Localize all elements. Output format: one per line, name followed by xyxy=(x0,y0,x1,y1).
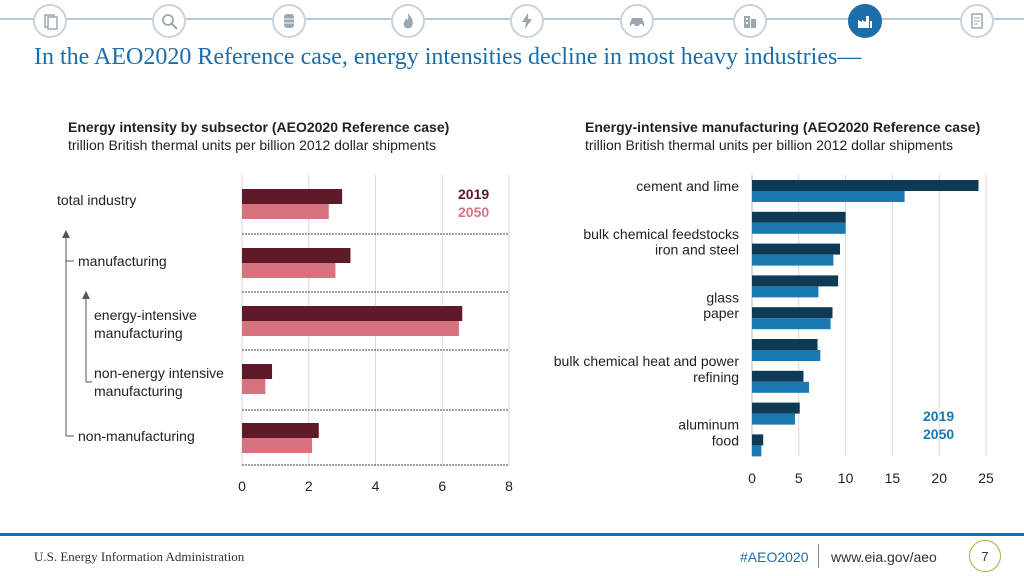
hierarchy-arrow xyxy=(62,230,70,238)
right-bar-2050 xyxy=(752,254,834,266)
right-x-tick-label: 20 xyxy=(931,470,947,486)
right-bar-2019 xyxy=(752,370,804,382)
right-x-tick-label: 15 xyxy=(885,470,901,486)
left-x-tick-label: 6 xyxy=(438,478,446,494)
right-chart-title: Energy-intensive manufacturing (AEO2020 … xyxy=(585,119,981,135)
right-bar-2050 xyxy=(752,191,905,202)
left-bar-2050 xyxy=(242,204,329,219)
left-bar-2019 xyxy=(242,248,351,263)
right-category-label: food xyxy=(712,432,739,448)
right-bar-2050 xyxy=(752,350,821,361)
left-bar-2019 xyxy=(242,423,319,438)
factory-icon[interactable] xyxy=(848,4,882,38)
right-legend-2050: 2050 xyxy=(923,426,954,442)
right-category-label: cement and lime xyxy=(636,178,739,194)
right-bar-2050 xyxy=(752,286,819,298)
left-bar-2050 xyxy=(242,438,313,453)
left-bar-2050 xyxy=(242,321,459,336)
left-chart: 0 2 4 6 8 total industry manufacturing energy-i… xyxy=(57,175,513,494)
right-bar-2019 xyxy=(752,307,833,319)
right-bar-2019 xyxy=(752,434,764,446)
car-icon[interactable] xyxy=(620,4,654,38)
right-category-label: bulk chemical feedstocks xyxy=(583,226,739,242)
footer-rule xyxy=(0,533,1024,536)
right-bar-2050 xyxy=(752,318,831,330)
right-category-label: paper xyxy=(703,305,739,321)
right-bar-2050 xyxy=(752,381,810,393)
left-bar-2050 xyxy=(242,379,266,394)
hierarchy-arrow xyxy=(82,291,90,299)
left-category-label: energy-intensive manufacturing xyxy=(94,307,197,341)
report-icon[interactable] xyxy=(960,4,994,38)
left-chart-subtitle: trillion British thermal units per billi… xyxy=(68,137,437,153)
right-category-label: aluminum xyxy=(678,417,739,433)
right-bar-2019 xyxy=(752,211,846,223)
right-category-label: glass xyxy=(706,289,739,305)
right-category-label: bulk chemical heat and power xyxy=(554,353,740,369)
left-category-label: total industry xyxy=(57,192,136,208)
buildings-icon[interactable] xyxy=(733,4,767,38)
left-x-tick-label: 4 xyxy=(372,478,380,494)
right-x-tick-label: 0 xyxy=(748,470,756,486)
lightning-icon[interactable] xyxy=(510,4,544,38)
left-chart-title: Energy intensity by subsector (AEO2020 R… xyxy=(68,119,450,135)
left-legend-2050: 2050 xyxy=(458,204,489,220)
left-category-label: non-energy intensive manufacturing xyxy=(94,365,224,399)
documents-icon[interactable] xyxy=(33,4,67,38)
footer-source: U.S. Energy Information Administration xyxy=(34,549,245,564)
right-bar-2050 xyxy=(752,445,762,457)
right-bar-2019 xyxy=(752,243,840,255)
right-chart: 0 5 10 15 20 25 cement and lime bulk chemical f… xyxy=(554,175,994,486)
left-legend-2019: 2019 xyxy=(458,186,489,202)
magnifier-icon[interactable] xyxy=(152,4,186,38)
left-bar-2019 xyxy=(242,189,343,204)
page-number: 7 xyxy=(969,540,1001,572)
left-x-tick-label: 0 xyxy=(238,478,246,494)
right-x-tick-label: 5 xyxy=(795,470,803,486)
page-title: In the AEO2020 Reference case, energy in… xyxy=(34,44,862,70)
barrel-icon[interactable] xyxy=(272,4,306,38)
left-category-label: non-manufacturing xyxy=(78,428,195,444)
footer-hashtag[interactable]: #AEO2020 xyxy=(740,549,809,565)
right-bar-2019 xyxy=(752,180,979,191)
left-bar-2019 xyxy=(242,364,273,379)
right-bar-2050 xyxy=(752,222,846,234)
right-category-label: refining xyxy=(693,369,739,385)
right-category-label: iron and steel xyxy=(655,242,739,258)
right-bar-2050 xyxy=(752,413,796,425)
right-legend-2019: 2019 xyxy=(923,408,954,424)
right-bar-2019 xyxy=(752,275,839,287)
right-x-tick-label: 10 xyxy=(838,470,854,486)
right-bar-2019 xyxy=(752,339,818,350)
left-category-label: manufacturing xyxy=(78,253,167,269)
footer-divider xyxy=(818,544,819,568)
left-x-tick-label: 8 xyxy=(505,478,513,494)
left-bar-2050 xyxy=(242,263,336,278)
left-x-tick-label: 2 xyxy=(305,478,313,494)
right-x-tick-label: 25 xyxy=(978,470,994,486)
flame-icon[interactable] xyxy=(391,4,425,38)
footer-url[interactable]: www.eia.gov/aeo xyxy=(831,549,937,565)
right-bar-2019 xyxy=(752,402,800,414)
right-chart-subtitle: trillion British thermal units per billi… xyxy=(585,137,954,153)
left-bar-2019 xyxy=(242,306,463,321)
